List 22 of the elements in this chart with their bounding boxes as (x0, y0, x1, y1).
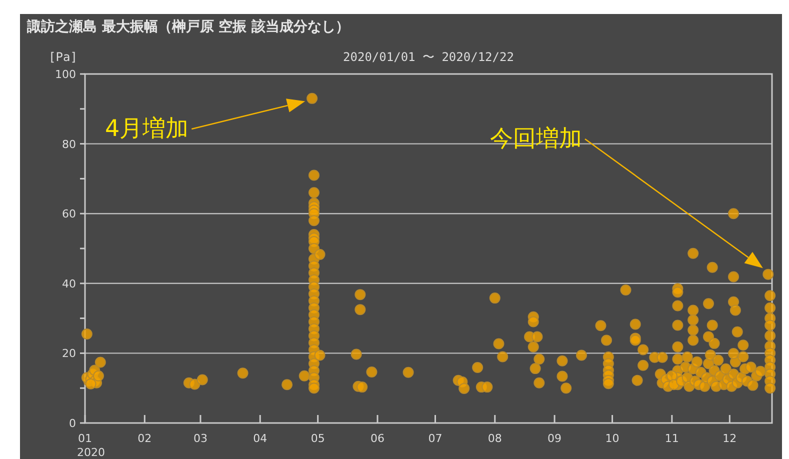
y-tick-label: 20 (62, 347, 76, 360)
y-axis-title: [Pa] (48, 50, 78, 64)
x-tick-label: 09 (548, 432, 562, 445)
x-tick-label: 11 (664, 432, 679, 445)
x-tick-label: 07 (428, 432, 442, 445)
x-tick-label: 04 (253, 432, 268, 445)
x-tick-label: 12 (722, 432, 737, 445)
y-tick-label: 0 (69, 417, 76, 430)
chart-subtitle: 2020/01/01 〜 2020/12/22 (343, 50, 514, 64)
chart-title: 諏訪之瀬島 最大振幅（榊戸原 空振 該当成分なし） (26, 18, 350, 35)
x-tick-label: 08 (488, 432, 502, 445)
x-tick-label: 10 (605, 432, 620, 445)
y-tick-label: 100 (55, 68, 76, 81)
annotation: 4月増加 (105, 116, 189, 142)
y-tick-label: 60 (62, 208, 76, 221)
x-tick-label: 01 2020 (77, 432, 105, 459)
x-tick-label: 02 (138, 432, 152, 445)
y-tick-label: 80 (62, 138, 76, 151)
y-tick-label: 40 (62, 277, 76, 290)
x-tick-label: 03 (193, 432, 208, 445)
x-tick-label: 06 (370, 432, 385, 445)
x-tick-label: 05 (310, 432, 325, 445)
